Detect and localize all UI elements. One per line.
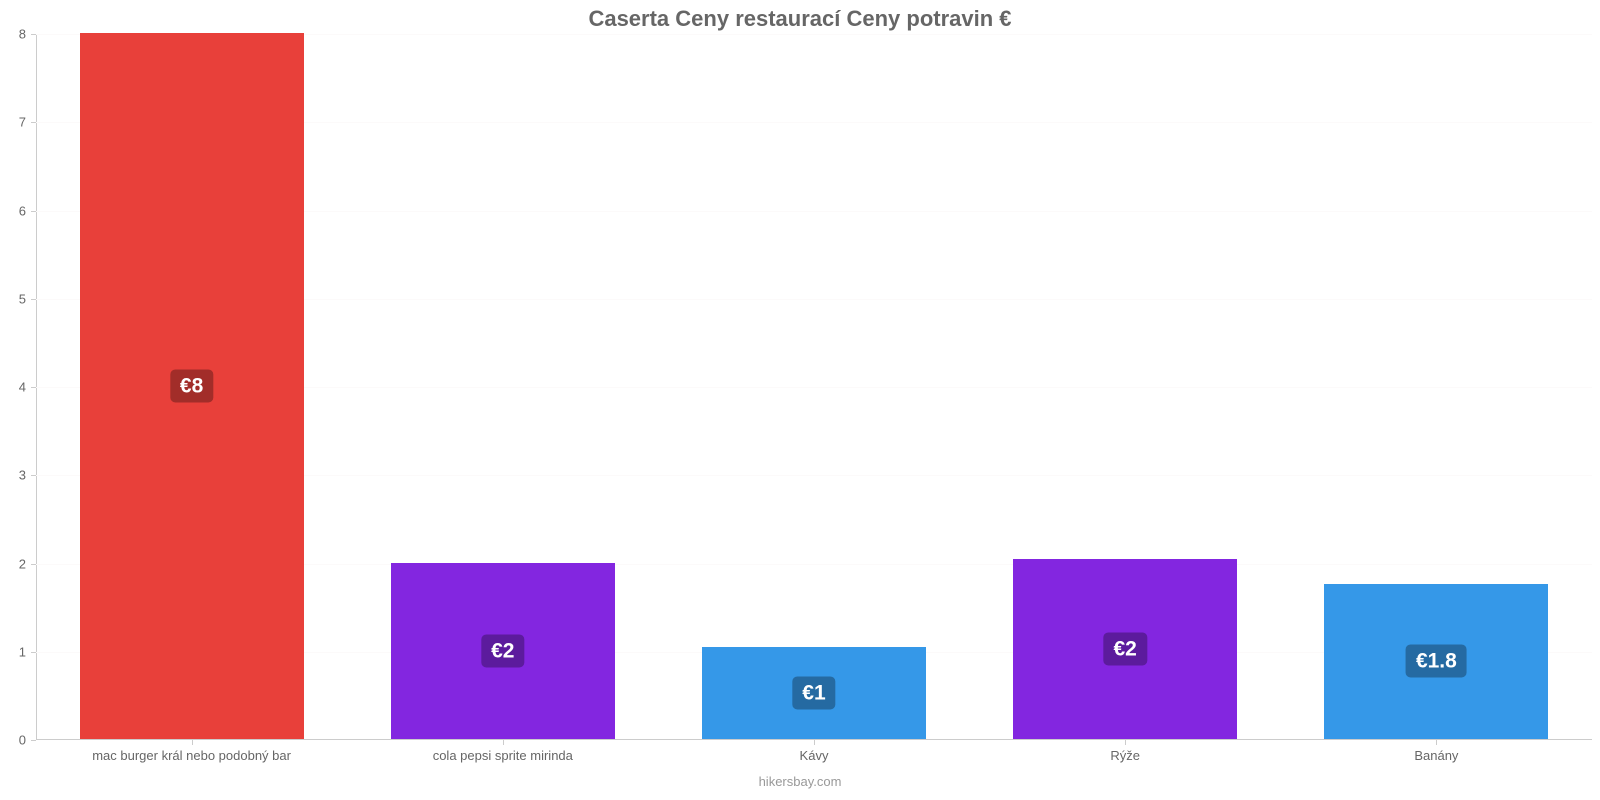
y-tick-label: 7 <box>19 115 36 130</box>
x-tick-label: Banány <box>1414 740 1458 763</box>
bar-chart: Caserta Ceny restaurací Ceny potravin € … <box>0 0 1600 800</box>
y-tick-label: 5 <box>19 291 36 306</box>
y-tick-label: 6 <box>19 203 36 218</box>
bar: €8 <box>80 33 304 739</box>
bar-value-label: €2 <box>1104 632 1147 665</box>
y-tick-label: 2 <box>19 556 36 571</box>
bar-value-label: €1 <box>792 677 835 710</box>
y-tick-label: 4 <box>19 380 36 395</box>
x-tick-label: Rýže <box>1110 740 1140 763</box>
y-tick-label: 8 <box>19 27 36 42</box>
chart-title: Caserta Ceny restaurací Ceny potravin € <box>0 6 1600 32</box>
bar-value-label: €1.8 <box>1406 645 1467 678</box>
bar: €2 <box>391 563 615 740</box>
x-tick-label: cola pepsi sprite mirinda <box>433 740 573 763</box>
bar: €1.8 <box>1324 584 1548 739</box>
x-tick-label: Kávy <box>800 740 829 763</box>
bar-value-label: €8 <box>170 369 213 402</box>
x-tick-label: mac burger král nebo podobný bar <box>92 740 291 763</box>
bar: €2 <box>1013 559 1237 739</box>
y-tick-label: 3 <box>19 468 36 483</box>
plot-area: 012345678mac burger král nebo podobný ba… <box>36 34 1592 740</box>
y-tick-label: 1 <box>19 644 36 659</box>
chart-subcaption: hikersbay.com <box>0 774 1600 789</box>
y-tick-label: 0 <box>19 733 36 748</box>
bar: €1 <box>702 647 926 739</box>
bar-value-label: €2 <box>481 634 524 667</box>
